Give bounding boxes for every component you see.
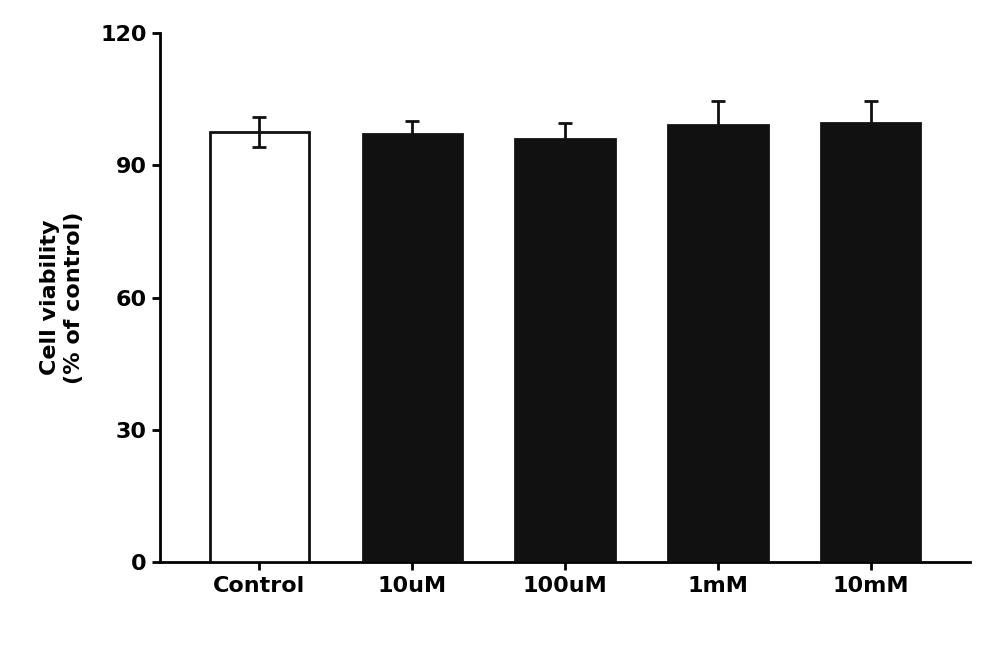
Bar	[668, 126, 768, 562]
Bar	[362, 134, 462, 562]
Bar	[515, 139, 615, 562]
Bar	[210, 132, 309, 562]
Y-axis label: Cell viability
(% of control): Cell viability (% of control)	[40, 211, 84, 384]
Bar	[821, 123, 920, 562]
